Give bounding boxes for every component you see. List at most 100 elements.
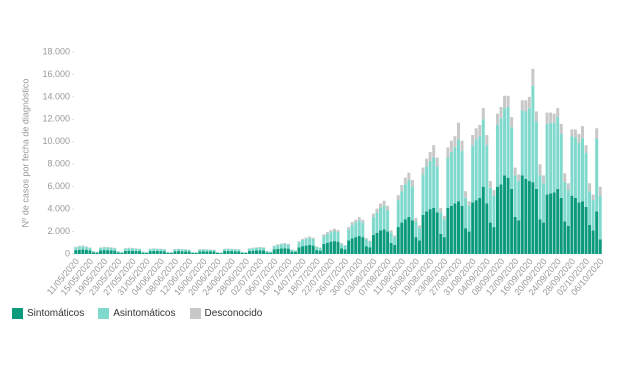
- bar: [453, 203, 457, 254]
- bar: [449, 205, 453, 254]
- bar: [439, 207, 443, 213]
- bar: [201, 249, 205, 252]
- bar: [311, 245, 315, 254]
- bar: [400, 222, 404, 254]
- bar: [542, 222, 546, 254]
- bar: [116, 252, 120, 254]
- bar: [534, 121, 538, 189]
- bar: [549, 193, 553, 254]
- bar: [492, 227, 496, 254]
- bar: [382, 200, 386, 206]
- bar: [499, 184, 503, 254]
- legend-swatch: [12, 308, 23, 319]
- bar: [357, 236, 361, 254]
- bar: [520, 100, 524, 111]
- bar: [481, 119, 485, 187]
- bar: [460, 150, 464, 206]
- bar: [343, 249, 347, 254]
- bar: [538, 164, 542, 176]
- bar: [495, 186, 499, 254]
- bar: [84, 247, 88, 250]
- bar: [552, 192, 556, 254]
- bar: [439, 233, 443, 254]
- bar: [276, 244, 280, 246]
- bar: [201, 251, 205, 254]
- bar: [116, 251, 120, 253]
- bar: [549, 112, 553, 123]
- bar: [449, 151, 453, 206]
- y-tick-label: 6.000: [47, 181, 70, 191]
- bar: [145, 252, 149, 253]
- bar: [492, 195, 496, 228]
- bar: [311, 237, 315, 239]
- bar: [276, 248, 280, 254]
- bar: [474, 139, 478, 201]
- bar: [336, 232, 340, 242]
- bar: [442, 237, 446, 254]
- bar: [513, 175, 517, 217]
- chart: Nº de casos por fecha de diagnóstico 0 2.…: [20, 46, 605, 297]
- bar: [283, 243, 287, 244]
- bar: [212, 251, 216, 254]
- bar: [332, 241, 336, 254]
- bar: [421, 214, 425, 254]
- bar: [77, 246, 81, 250]
- bar: [169, 252, 173, 253]
- bar: [577, 202, 581, 254]
- bar: [354, 237, 358, 254]
- bar: [382, 229, 386, 254]
- bar: [389, 232, 393, 243]
- bar: [191, 252, 195, 253]
- bar: [520, 175, 524, 254]
- bar: [375, 208, 379, 213]
- bar: [598, 186, 602, 196]
- bar: [262, 250, 266, 254]
- bar: [506, 106, 510, 178]
- bar: [368, 240, 372, 242]
- bar: [428, 151, 432, 161]
- bar: [425, 166, 429, 212]
- bar: [517, 220, 521, 254]
- bar: [272, 249, 276, 254]
- bar: [162, 249, 166, 252]
- bar: [184, 249, 188, 252]
- bar: [315, 246, 319, 247]
- bar: [152, 248, 156, 251]
- bar: [244, 252, 248, 254]
- bar: [177, 249, 181, 252]
- bar: [478, 124, 482, 137]
- bar: [102, 247, 106, 251]
- bar: [435, 212, 439, 254]
- bar: [542, 183, 546, 223]
- bar: [371, 213, 375, 217]
- bar: [134, 248, 138, 251]
- bar: [453, 147, 457, 204]
- bar: [180, 251, 184, 254]
- bar: [77, 249, 81, 254]
- bar: [371, 216, 375, 235]
- bar: [379, 207, 383, 231]
- bar: [81, 249, 85, 254]
- bar: [336, 230, 340, 233]
- y-tick-label: 2.000: [47, 226, 70, 236]
- bar: [495, 113, 499, 125]
- bar: [379, 203, 383, 208]
- bar: [591, 200, 595, 231]
- y-tick-label: 4.000: [47, 203, 70, 213]
- bar: [464, 191, 468, 198]
- bar: [194, 252, 198, 253]
- bar: [488, 181, 492, 188]
- bar: [510, 117, 514, 128]
- bar: [446, 157, 450, 208]
- bar: [403, 184, 407, 220]
- y-tick-label: 16.000: [42, 69, 70, 79]
- bar: [325, 232, 329, 234]
- bar: [237, 249, 241, 252]
- bar: [432, 157, 436, 208]
- bar: [173, 251, 177, 254]
- bar: [297, 247, 301, 254]
- bar: [322, 243, 326, 254]
- bar: [435, 166, 439, 213]
- bar: [279, 248, 283, 254]
